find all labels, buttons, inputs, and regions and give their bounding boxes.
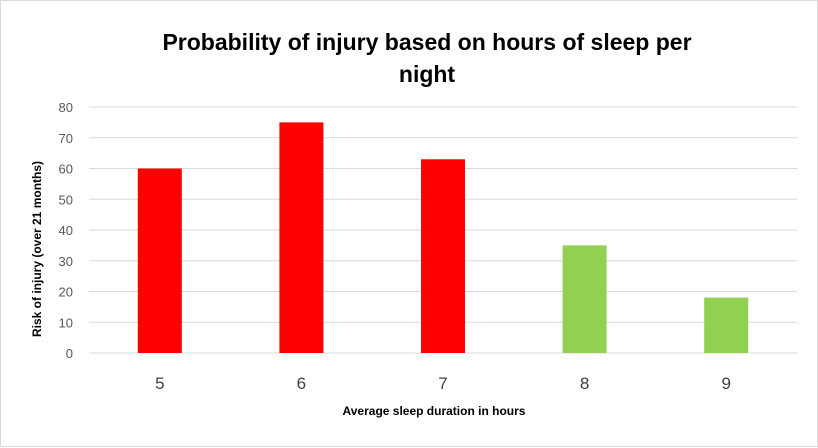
y-tick-label: 40 <box>59 223 73 238</box>
y-tick-label: 10 <box>59 315 73 330</box>
chart-title-line-1: Probability of injury based on hours of … <box>162 29 691 55</box>
x-tick-label: 8 <box>580 374 589 393</box>
x-tick-label: 6 <box>297 374 306 393</box>
bar-9 <box>704 297 749 353</box>
bars <box>137 122 749 353</box>
x-tick-label: 5 <box>155 374 164 393</box>
y-tick-label: 20 <box>59 285 73 300</box>
y-tick-label: 70 <box>59 131 73 146</box>
y-tick-label: 80 <box>59 100 73 115</box>
y-axis-label: Risk of injury (over 21 months) <box>30 161 44 337</box>
bar-6 <box>279 122 324 353</box>
bar-7 <box>421 159 465 353</box>
y-tick-label: 50 <box>59 192 73 207</box>
x-axis-ticks: 5 6 7 8 9 <box>155 374 731 393</box>
y-axis-ticks: 0 10 20 30 40 50 60 70 80 <box>59 100 73 361</box>
x-tick-label: 7 <box>438 374 447 393</box>
y-tick-label: 60 <box>59 162 73 177</box>
chart-title-line-2: night <box>399 61 456 87</box>
x-tick-label: 9 <box>721 374 730 393</box>
y-tick-label: 30 <box>59 254 73 269</box>
bar-5 <box>137 168 182 353</box>
x-axis-label: Average sleep duration in hours <box>343 404 526 418</box>
y-tick-label: 0 <box>66 346 73 361</box>
bar-8 <box>562 245 607 353</box>
